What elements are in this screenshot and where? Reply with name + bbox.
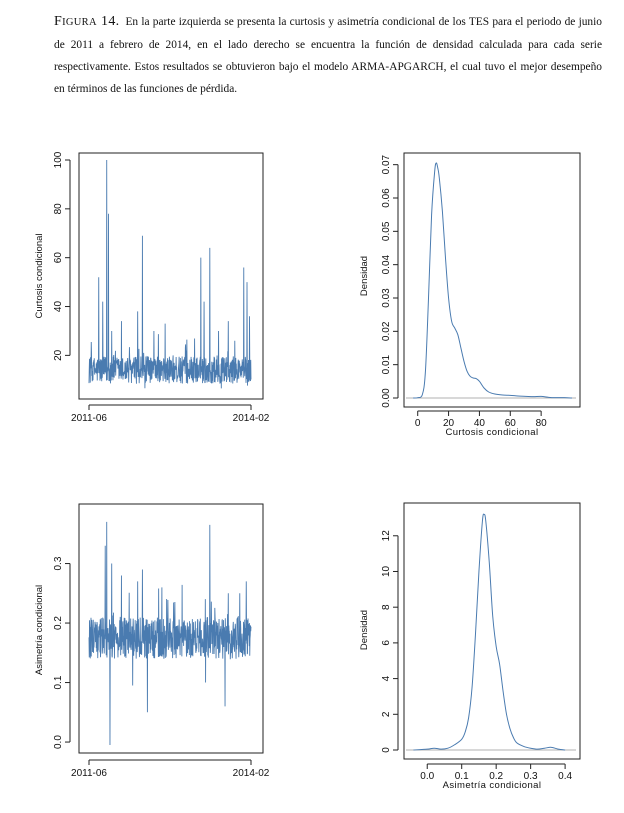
panel-curtosis-series: 20 40 60 80 100 2011-06 2014-02 Curtosis cond…	[34, 151, 270, 424]
y-tick-label: 0.04	[381, 254, 392, 274]
y-tick-label: 100	[53, 151, 64, 168]
y-tick-label: 60	[53, 252, 64, 264]
plot-frame	[78, 152, 264, 400]
x-axis-label: Curtosis condicional	[445, 427, 538, 438]
x-tick-label: 20	[443, 418, 455, 429]
y-tick-label: 0.03	[381, 288, 392, 308]
x-tick-label: 60	[505, 418, 517, 429]
y-tick-label: 2	[381, 711, 392, 717]
y-tick-label: 80	[53, 203, 64, 215]
x-tick-label: 0.3	[524, 771, 538, 782]
x-tick-label: 0.0	[420, 771, 434, 782]
y-tick-label: 0.3	[53, 556, 64, 570]
y-tick-label: 0.00	[381, 388, 392, 408]
y-axis-label: Asimetría condicional	[34, 585, 45, 675]
x-tick-label: 0.2	[489, 771, 503, 782]
y-tick-label: 0	[381, 747, 392, 753]
y-tick-label: 0.07	[381, 154, 392, 174]
y-tick-label: 0.05	[381, 221, 392, 241]
y-tick-label: 0.02	[381, 321, 392, 341]
y-tick-label: 0.2	[53, 616, 64, 630]
x-tick-label: 2011-06	[71, 413, 107, 424]
y-tick-label: 6	[381, 640, 392, 646]
y-tick-label: 40	[53, 301, 64, 313]
x-tick-label: 80	[536, 418, 548, 429]
y-tick-label: 0.01	[381, 354, 392, 374]
x-tick-label: 2014-02	[233, 413, 270, 424]
x-tick-label: 40	[474, 418, 486, 429]
density-line	[413, 162, 573, 399]
x-tick-label: 0.4	[558, 771, 572, 782]
y-tick-label: 12	[381, 530, 392, 542]
x-tick-label: 2014-02	[233, 768, 270, 779]
figure-label: FIGURA 14.	[54, 14, 120, 29]
y-tick-label: 10	[381, 565, 392, 577]
y-tick-label: 8	[381, 604, 392, 610]
y-tick-label: 0.0	[53, 735, 64, 749]
panel-asimetria-series: 0.0 0.1 0.2 0.3 2011-06 2014-02 Asimetría co…	[34, 503, 270, 779]
y-tick-label: 4	[381, 675, 392, 681]
y-axis-label: Densidad	[359, 256, 370, 296]
x-tick-label: 0	[415, 418, 421, 429]
x-tick-label: 2011-06	[71, 768, 107, 779]
density-line	[413, 513, 566, 751]
x-tick-label: 0.1	[455, 771, 469, 782]
panel-curtosis-density: 0.00 0.01 0.02 0.03 0.04 0.05 0.06 0.07 0 20 40 60…	[359, 152, 581, 438]
y-axis-label: Curtosis condicional	[34, 233, 45, 318]
plot-frame	[403, 502, 581, 760]
plot-frame	[78, 503, 264, 754]
y-tick-label: 0.06	[381, 188, 392, 208]
y-tick-label: 0.1	[53, 675, 64, 689]
series-line	[88, 521, 252, 746]
series-line	[88, 159, 252, 389]
figure-caption: FIGURA 14. En la parte izquierda se prese…	[54, 11, 602, 100]
y-tick-label: 20	[53, 349, 64, 361]
y-axis-label: Densidad	[359, 610, 370, 650]
caption-text: En la parte izquierda se presenta la cur…	[54, 16, 602, 95]
panel-asimetria-density: 0 2 4 6 8 10 12 0.0 0.1 0.2 0.3 0.4 Densidad Asime…	[359, 502, 581, 791]
x-axis-label: Asimetría condicional	[443, 780, 542, 791]
plot-frame	[403, 152, 581, 408]
